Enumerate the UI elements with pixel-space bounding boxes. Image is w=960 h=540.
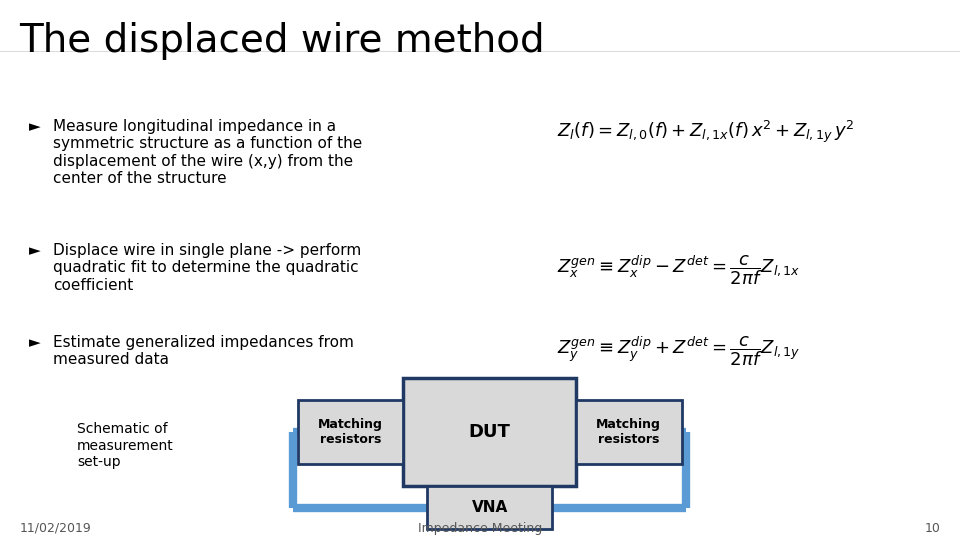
Text: 11/02/2019: 11/02/2019: [19, 522, 91, 535]
FancyBboxPatch shape: [298, 400, 403, 464]
Text: $Z_x^{gen} \equiv Z_x^{dip} - Z^{det} = \dfrac{c}{2\pi f} Z_{l,1x}$: $Z_x^{gen} \equiv Z_x^{dip} - Z^{det} = …: [557, 254, 801, 287]
Text: ►: ►: [29, 335, 40, 350]
Text: $Z_l(f) = Z_{l,0}(f) + Z_{l,1x}(f)\,x^2 + Z_{l,1y}\,y^2$: $Z_l(f) = Z_{l,0}(f) + Z_{l,1x}(f)\,x^2 …: [557, 119, 854, 145]
FancyBboxPatch shape: [427, 486, 552, 529]
Text: Estimate generalized impedances from
measured data: Estimate generalized impedances from mea…: [53, 335, 353, 367]
FancyBboxPatch shape: [403, 378, 576, 486]
Text: Schematic of
measurement
set-up: Schematic of measurement set-up: [77, 422, 174, 469]
Text: VNA: VNA: [471, 500, 508, 515]
Text: The displaced wire method: The displaced wire method: [19, 22, 545, 59]
Text: $Z_y^{gen} \equiv Z_y^{dip} + Z^{det} = \dfrac{c}{2\pi f} Z_{l,1y}$: $Z_y^{gen} \equiv Z_y^{dip} + Z^{det} = …: [557, 335, 801, 368]
Text: Displace wire in single plane -> perform
quadratic fit to determine the quadrati: Displace wire in single plane -> perform…: [53, 243, 361, 293]
Text: Impedance Meeting: Impedance Meeting: [418, 522, 542, 535]
FancyBboxPatch shape: [576, 400, 682, 464]
Text: Matching
resistors: Matching resistors: [318, 418, 383, 446]
Text: ►: ►: [29, 243, 40, 258]
Text: 10: 10: [924, 522, 941, 535]
Text: Matching
resistors: Matching resistors: [596, 418, 661, 446]
Text: ►: ►: [29, 119, 40, 134]
Text: Measure longitudinal impedance in a
symmetric structure as a function of the
dis: Measure longitudinal impedance in a symm…: [53, 119, 362, 186]
Text: DUT: DUT: [468, 423, 511, 441]
